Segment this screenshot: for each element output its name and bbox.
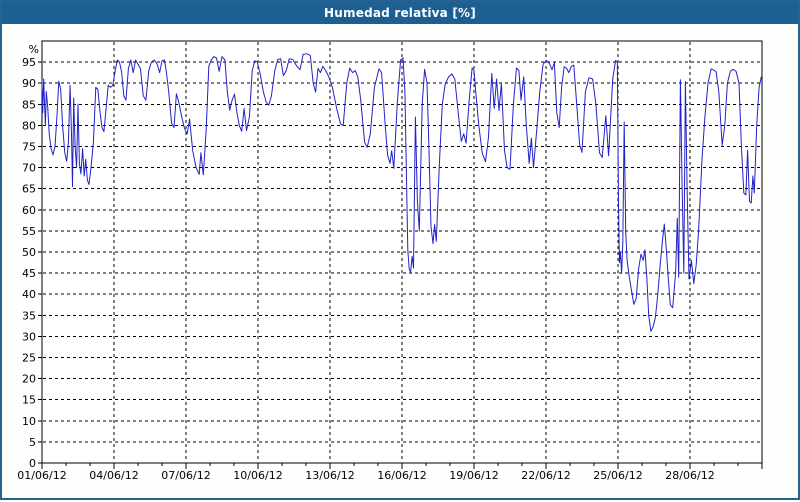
y-tick-label: 90 [22,77,36,90]
y-tick-label: 25 [22,352,36,365]
x-tick-label: 07/06/12 [161,469,210,482]
y-tick-label: 15 [22,394,36,407]
y-tick-label: 20 [22,373,36,386]
y-axis-unit-label: % [29,43,39,56]
title-bar: Humedad relativa [%] [2,2,798,24]
y-tick-label: 85 [22,98,36,111]
y-tick-label: 5 [29,436,36,449]
series-line [41,53,762,332]
x-tick-label: 19/06/12 [449,469,498,482]
x-tick-label: 13/06/12 [305,469,354,482]
y-tick-label: 55 [22,225,36,238]
y-tick-label: 40 [22,288,36,301]
y-tick-label: 50 [22,246,36,259]
y-tick-label: 95 [22,56,36,69]
y-tick-label: 10 [22,415,36,428]
x-tick-label: 10/06/12 [233,469,282,482]
y-tick-label: 75 [22,141,36,154]
y-tick-label: 70 [22,162,36,175]
x-tick-label: 01/06/12 [17,469,66,482]
y-tick-label: 35 [22,309,36,322]
x-tick-label: 25/06/12 [593,469,642,482]
y-tick-label: 65 [22,183,36,196]
x-tick-label: 28/06/12 [665,469,714,482]
y-tick-label: 30 [22,330,36,343]
x-tick-label: 22/06/12 [521,469,570,482]
y-tick-label: 80 [22,119,36,132]
y-tick-label: 45 [22,267,36,280]
y-tick-label: 60 [22,204,36,217]
page-title: Humedad relativa [%] [324,6,476,20]
x-tick-label: 16/06/12 [377,469,426,482]
x-tick-label: 04/06/12 [89,469,138,482]
y-tick-label: 0 [29,457,36,470]
